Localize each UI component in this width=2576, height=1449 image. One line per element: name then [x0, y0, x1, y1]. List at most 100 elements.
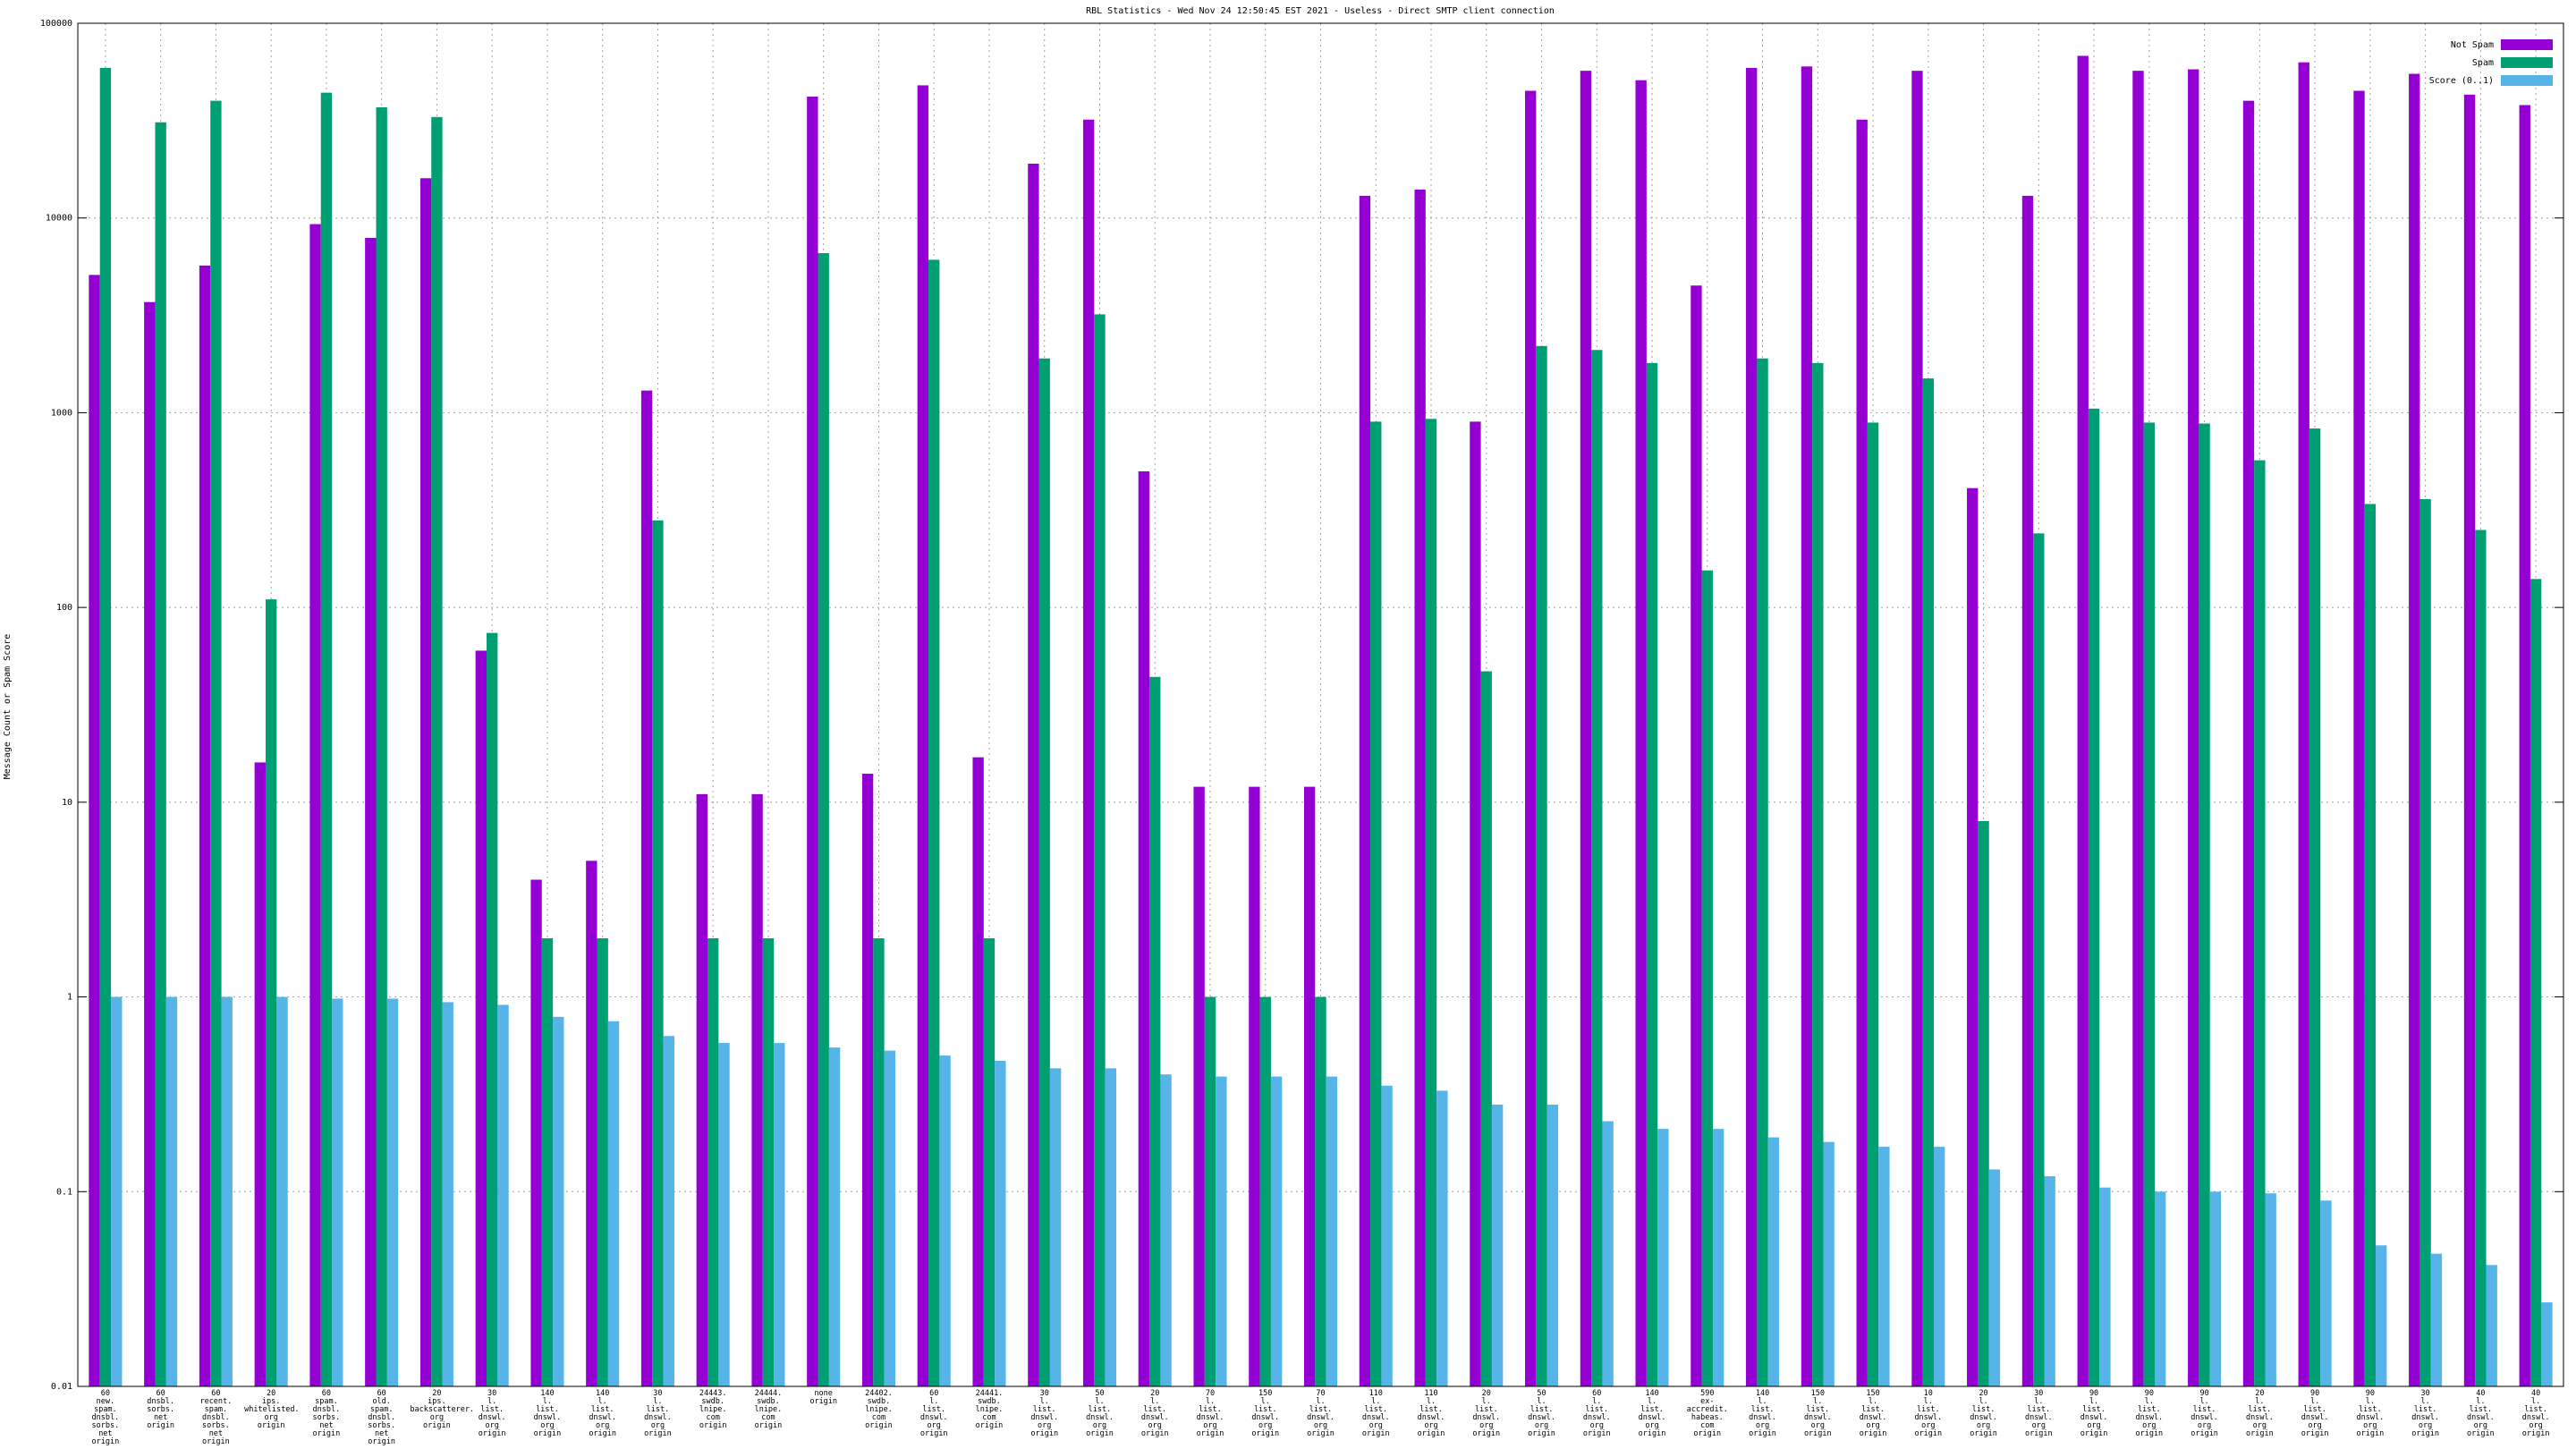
bar — [663, 1036, 674, 1386]
bar — [1580, 71, 1592, 1386]
y-tick-label: 1 — [67, 993, 72, 1003]
bar — [1094, 314, 1106, 1386]
bar — [708, 938, 719, 1386]
bar — [1381, 1085, 1393, 1386]
bar — [2309, 428, 2321, 1387]
bar — [873, 938, 885, 1386]
bar — [1370, 421, 1382, 1386]
bar — [2143, 422, 2156, 1387]
bar — [972, 757, 984, 1386]
x-tick-label: 20 l. list. dnswl. org origin — [2245, 1389, 2274, 1438]
x-tick-label: 90 l. list. dnswl. org origin — [2356, 1389, 2385, 1438]
bar — [1635, 80, 1647, 1387]
x-tick-label: 20 ips. whitelisted. org origin — [244, 1389, 300, 1430]
y-tick-label: 0.1 — [56, 1187, 72, 1197]
x-tick-label: 24444. swdb. lnipe. com origin — [754, 1389, 783, 1430]
bar — [1259, 996, 1271, 1386]
legend-label: Not Spam — [2451, 40, 2494, 50]
bar — [861, 774, 874, 1386]
bar — [111, 996, 123, 1386]
bar — [884, 1050, 895, 1386]
bar — [2419, 499, 2431, 1386]
y-axis-label: Message Count or Spam Score — [3, 634, 13, 780]
x-tick-label: 60 l. list. dnswl. org origin — [919, 1389, 948, 1438]
bar — [762, 938, 775, 1386]
bar — [1138, 470, 1150, 1386]
bar — [99, 67, 112, 1386]
bar — [199, 265, 211, 1387]
bar — [2077, 55, 2089, 1386]
y-tick-label: 0.01 — [51, 1382, 72, 1392]
bar — [276, 996, 288, 1386]
bar — [828, 1047, 841, 1386]
bar — [1911, 71, 1923, 1386]
bar — [309, 224, 321, 1386]
bar — [2430, 1253, 2443, 1386]
bar — [221, 996, 233, 1386]
bar — [332, 998, 343, 1386]
plot-border — [77, 22, 2564, 1387]
x-tick-label: 140 l. list. dnswl. org origin — [589, 1389, 617, 1438]
bar — [320, 92, 333, 1386]
bar — [2409, 73, 2420, 1387]
x-tick-label: 110 l. list. dnswl. org origin — [1417, 1389, 1445, 1438]
bar — [597, 938, 608, 1386]
bar — [774, 1043, 785, 1386]
y-tick-label: 100000 — [40, 19, 72, 29]
bar — [939, 1055, 951, 1386]
bar — [486, 632, 498, 1386]
bar — [640, 390, 653, 1387]
x-tick-label: 60 old. spam. dnsbl. sorbs. net origin — [368, 1389, 395, 1446]
x-tick-label: 30 l. list. dnswl. org origin — [2411, 1389, 2439, 1438]
y-tick-label: 1000 — [51, 408, 72, 418]
bar — [1216, 1076, 1227, 1386]
bar — [1867, 422, 1879, 1387]
bar — [1701, 570, 1713, 1386]
bar — [419, 178, 432, 1387]
bar — [1602, 1121, 1614, 1386]
x-tick-label: 150 l. list. dnswl. org origin — [1803, 1389, 1832, 1438]
x-tick-label: 20 l. list. dnswl. org origin — [1472, 1389, 1501, 1438]
bar — [2529, 579, 2542, 1386]
x-tick-label: 24441. swdb. lnipe. com origin — [975, 1389, 1004, 1430]
bar — [475, 650, 487, 1386]
bar — [2353, 90, 2365, 1386]
bar — [1028, 164, 1039, 1387]
bar — [751, 793, 763, 1386]
x-tick-label: 70 l. list. dnswl. org origin — [1196, 1389, 1224, 1438]
bar — [718, 1043, 730, 1386]
bar — [144, 301, 156, 1387]
bar — [89, 275, 100, 1387]
bar — [2242, 100, 2255, 1387]
x-tick-label: 140 l. list. dnswl. org origin — [533, 1389, 562, 1438]
bar — [386, 998, 399, 1386]
bar — [1823, 1141, 1835, 1386]
bar — [2519, 105, 2530, 1387]
bar — [1978, 820, 1989, 1386]
x-tick-label: 60 l. list. dnswl. org origin — [1582, 1389, 1611, 1438]
bar — [1105, 1068, 1117, 1386]
bar — [1536, 345, 1547, 1386]
bar — [254, 762, 266, 1386]
bar — [2364, 504, 2377, 1386]
bar — [2209, 1191, 2222, 1386]
bar — [2033, 533, 2045, 1386]
bar — [1878, 1147, 1890, 1386]
bar — [2376, 1245, 2387, 1386]
bar — [1967, 487, 1979, 1386]
bar — [1812, 362, 1824, 1387]
bar — [807, 97, 818, 1386]
y-tick-label: 10000 — [46, 214, 72, 224]
bar — [607, 1021, 620, 1386]
bar — [2541, 1302, 2553, 1386]
legend-label: Score (0..1) — [2429, 76, 2494, 86]
x-tick-label: 40 l. list. dnswl. org origin — [2521, 1389, 2550, 1438]
x-tick-label: 110 l. list. dnswl. org origin — [1361, 1389, 1390, 1438]
bar — [155, 122, 166, 1387]
bar — [497, 1004, 509, 1386]
bar — [2021, 195, 2034, 1386]
x-tick-label: 70 l. list. dnswl. org origin — [1307, 1389, 1335, 1438]
x-tick-label: 50 l. list. dnswl. org origin — [1528, 1389, 1555, 1438]
